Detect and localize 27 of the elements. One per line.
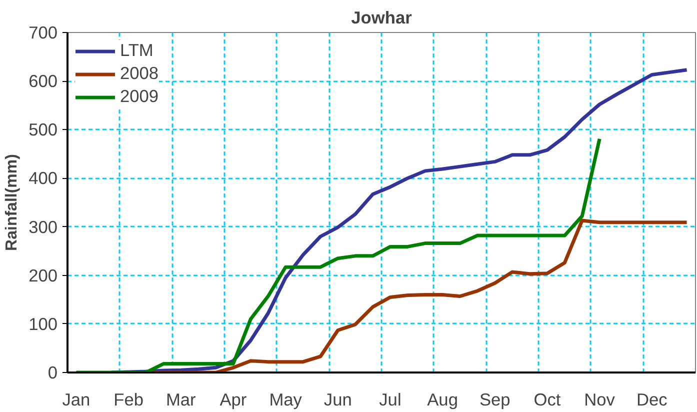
chart-title: Jowhar xyxy=(351,8,412,28)
y-tick-label: 400 xyxy=(28,168,58,188)
y-tick-label: 300 xyxy=(28,216,58,237)
line-series xyxy=(74,137,602,372)
y-tick-label: 500 xyxy=(28,120,58,140)
legend-label: LTM xyxy=(120,40,154,61)
legend-label: 2008 xyxy=(120,63,159,84)
x-tick-label: Jan xyxy=(62,390,90,410)
legend-label: 2009 xyxy=(120,86,159,107)
line-series xyxy=(109,68,689,372)
x-tick-label: Apr xyxy=(220,390,247,410)
y-tick-label: 0 xyxy=(48,362,58,382)
x-tick-label: Dec xyxy=(636,390,668,410)
y-axis-title: Rainfall(mm) xyxy=(4,154,21,251)
x-tick-label: Sep xyxy=(479,390,510,410)
x-tick-label: Jul xyxy=(379,390,402,410)
x-tick-label: Nov xyxy=(584,390,616,410)
x-tick-label: Feb xyxy=(114,390,144,410)
x-tick-label: Mar xyxy=(166,390,196,410)
y-tick-label: 700 xyxy=(28,22,58,42)
x-tick-label: Jun xyxy=(324,390,352,410)
x-tick-label: Aug xyxy=(427,390,458,410)
y-tick-label: 600 xyxy=(28,71,58,92)
y-tick-label: 200 xyxy=(28,265,58,286)
x-tick-label: May xyxy=(269,390,302,410)
x-tick-label: Oct xyxy=(534,390,561,410)
y-tick-label: 100 xyxy=(28,314,58,334)
